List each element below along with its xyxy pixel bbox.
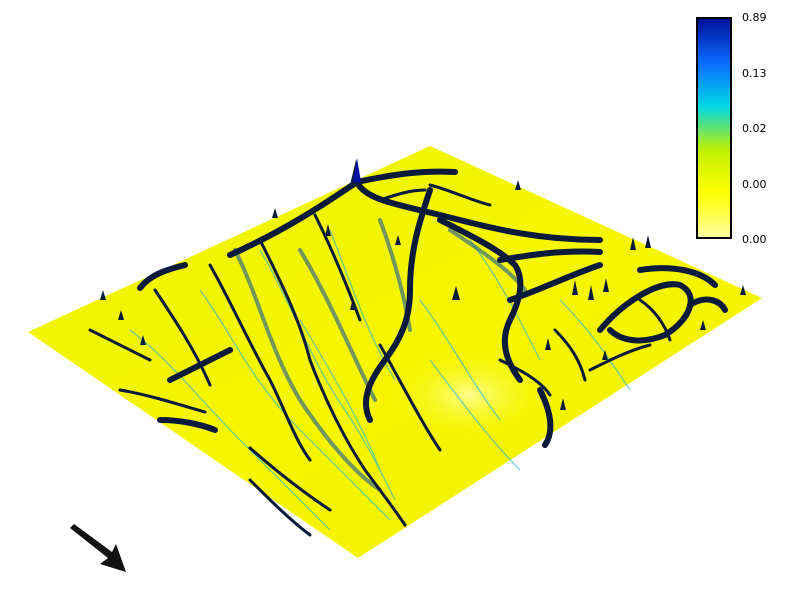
colorbar-tick-label: 0.00 [742,178,767,191]
colorbar-tick-label: 0.13 [742,67,767,80]
north-arrow-icon [70,524,126,572]
plain-highlight [390,350,550,440]
colorbar [696,17,732,239]
ridges-thin [88,183,672,537]
colorbar-tick-label: 0.89 [742,11,767,24]
terrain-surface [28,146,762,558]
colorbar-tick-label: 0.00 [742,233,767,246]
highest-peak [353,158,361,182]
colorbar-tick-label: 0.02 [742,122,767,135]
